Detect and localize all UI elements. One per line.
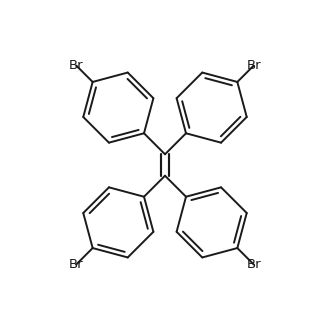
Text: Br: Br [247,59,261,72]
Text: Br: Br [69,59,83,72]
Text: Br: Br [69,258,83,271]
Text: Br: Br [247,258,261,271]
